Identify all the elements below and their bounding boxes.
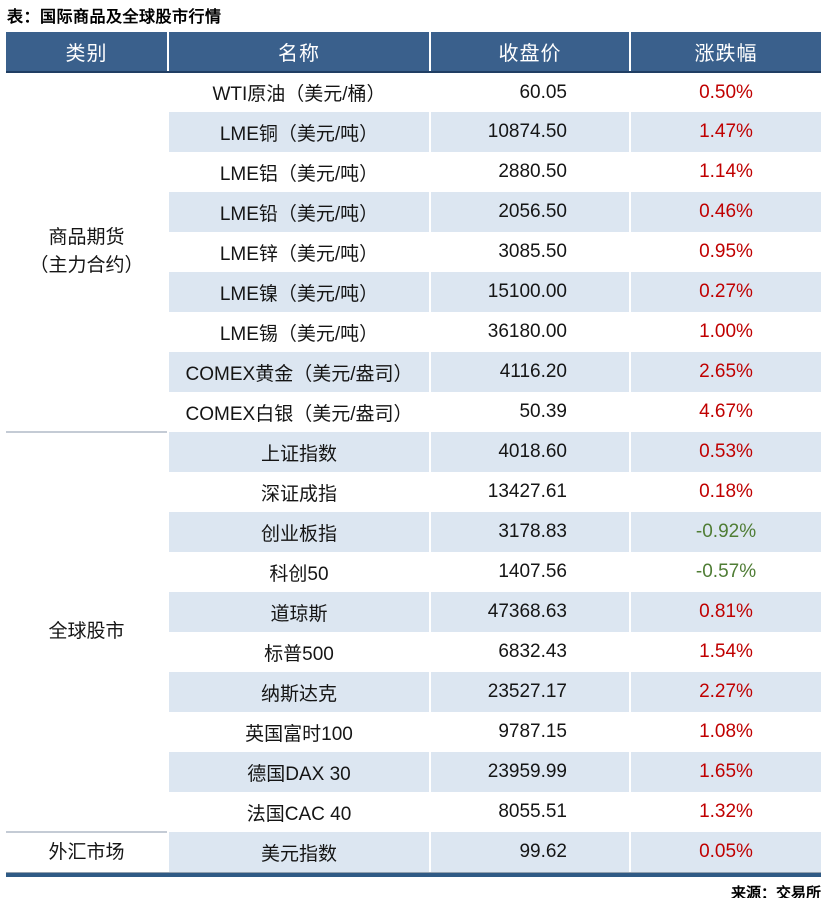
name-cell: WTI原油（美元/桶） xyxy=(168,72,431,112)
table-row: LME铅（美元/吨） 2056.50 0.46% xyxy=(6,192,821,232)
table-bottom-border xyxy=(6,872,821,877)
table-row: 外汇市场 美元指数 99.62 0.05% xyxy=(6,831,821,872)
change-pct-cell: 0.18% xyxy=(630,472,821,512)
change-pct-cell: 2.65% xyxy=(630,352,821,392)
close-price-cell: 99.62 xyxy=(430,832,631,872)
table-row: 标普500 6832.43 1.54% xyxy=(6,632,821,672)
change-pct-cell: 0.50% xyxy=(630,72,821,112)
header-category: 类别 xyxy=(6,32,169,73)
table-body: 商品期货 （主力合约） WTI原油（美元/桶） 60.05 0.50% LME铜（美元/吨… xyxy=(6,72,821,872)
table-row: 纳斯达克 23527.17 2.27% xyxy=(6,672,821,712)
close-price-cell: 23527.17 xyxy=(430,672,631,712)
change-pct-cell: 0.05% xyxy=(630,832,821,872)
close-price-cell: 6832.43 xyxy=(430,632,631,672)
table-row: LME铜（美元/吨） 10874.50 1.47% xyxy=(6,112,821,152)
table-row: COMEX白银（美元/盎司） 50.39 4.67% xyxy=(6,392,821,432)
close-price-cell: 4116.20 xyxy=(430,352,631,392)
name-cell: LME镍（美元/吨） xyxy=(168,272,431,312)
table-row: 科创50 1407.56 -0.57% xyxy=(6,552,821,592)
header-row: 类别 名称 收盘价 涨跌幅 xyxy=(6,32,821,73)
name-cell: 纳斯达克 xyxy=(168,672,431,712)
table-row: 商品期货 （主力合约） WTI原油（美元/桶） 60.05 0.50% xyxy=(6,72,821,432)
change-pct-cell: 1.65% xyxy=(630,752,821,792)
close-price-cell: 9787.15 xyxy=(430,712,631,752)
table-row: 创业板指 3178.83 -0.92% xyxy=(6,512,821,552)
close-price-cell: 2056.50 xyxy=(430,192,631,232)
close-price-cell: 50.39 xyxy=(430,392,631,432)
change-pct-cell: 0.53% xyxy=(630,432,821,472)
category-cell: 商品期货 （主力合约） xyxy=(6,72,169,432)
change-pct-cell: 1.32% xyxy=(630,792,821,832)
name-cell: LME铅（美元/吨） xyxy=(168,192,431,232)
close-price-cell: 15100.00 xyxy=(430,272,631,312)
close-price-cell: 3085.50 xyxy=(430,232,631,272)
name-cell: LME锡（美元/吨） xyxy=(168,312,431,352)
name-cell: 德国DAX 30 xyxy=(168,752,431,792)
name-cell: COMEX白银（美元/盎司） xyxy=(168,392,431,432)
change-pct-cell: 1.54% xyxy=(630,632,821,672)
table-row: 德国DAX 30 23959.99 1.65% xyxy=(6,752,821,792)
market-table: 类别 名称 收盘价 涨跌幅 商品期货 （主力合约） WTI原油（美元/桶） 60.05… xyxy=(6,32,821,872)
category-cell: 全球股市 xyxy=(6,431,169,832)
name-cell: LME锌（美元/吨） xyxy=(168,232,431,272)
table-row: 深证成指 13427.61 0.18% xyxy=(6,472,821,512)
change-pct-cell: 0.46% xyxy=(630,192,821,232)
change-pct-cell: 4.67% xyxy=(630,392,821,432)
category-cell: 外汇市场 xyxy=(6,831,169,872)
table-row: LME锌（美元/吨） 3085.50 0.95% xyxy=(6,232,821,272)
table-row: LME铝（美元/吨） 2880.50 1.14% xyxy=(6,152,821,192)
change-pct-cell: 2.27% xyxy=(630,672,821,712)
table-row: COMEX黄金（美元/盎司） 4116.20 2.65% xyxy=(6,352,821,392)
close-price-cell: 13427.61 xyxy=(430,472,631,512)
table-row: 道琼斯 47368.63 0.81% xyxy=(6,592,821,632)
change-pct-cell: 1.14% xyxy=(630,152,821,192)
change-pct-cell: -0.57% xyxy=(630,552,821,592)
close-price-cell: 23959.99 xyxy=(430,752,631,792)
name-cell: 科创50 xyxy=(168,552,431,592)
page-title: 表：国际商品及全球股市行情 xyxy=(7,9,222,26)
name-cell: 上证指数 xyxy=(168,432,431,472)
close-price-cell: 36180.00 xyxy=(430,312,631,352)
name-cell: 美元指数 xyxy=(168,832,431,872)
change-pct-cell: 0.81% xyxy=(630,592,821,632)
name-cell: LME铜（美元/吨） xyxy=(168,112,431,152)
close-price-cell: 2880.50 xyxy=(430,152,631,192)
change-pct-cell: 1.47% xyxy=(630,112,821,152)
close-price-cell: 8055.51 xyxy=(430,792,631,832)
table-header: 类别 名称 收盘价 涨跌幅 xyxy=(6,32,821,73)
name-cell: LME铝（美元/吨） xyxy=(168,152,431,192)
change-pct-cell: 1.08% xyxy=(630,712,821,752)
change-pct-cell: 1.00% xyxy=(630,312,821,352)
close-price-cell: 1407.56 xyxy=(430,552,631,592)
table-row: 全球股市 上证指数 4018.60 0.53% xyxy=(6,431,821,832)
name-cell: 深证成指 xyxy=(168,472,431,512)
close-price-cell: 10874.50 xyxy=(430,112,631,152)
table-row: 法国CAC 40 8055.51 1.32% xyxy=(6,792,821,832)
name-cell: COMEX黄金（美元/盎司） xyxy=(168,352,431,392)
table-row: LME锡（美元/吨） 36180.00 1.00% xyxy=(6,312,821,352)
change-pct-cell: 0.27% xyxy=(630,272,821,312)
close-price-cell: 4018.60 xyxy=(430,432,631,472)
close-price-cell: 60.05 xyxy=(430,72,631,112)
close-price-cell: 3178.83 xyxy=(430,512,631,552)
header-name: 名称 xyxy=(168,32,431,73)
name-cell: 标普500 xyxy=(168,632,431,672)
table-row: LME镍（美元/吨） 15100.00 0.27% xyxy=(6,272,821,312)
change-pct-cell: -0.92% xyxy=(630,512,821,552)
close-price-cell: 47368.63 xyxy=(430,592,631,632)
change-pct-cell: 0.95% xyxy=(630,232,821,272)
header-change-pct: 涨跌幅 xyxy=(630,32,821,73)
name-cell: 创业板指 xyxy=(168,512,431,552)
name-cell: 法国CAC 40 xyxy=(168,792,431,832)
source-note: 来源：交易所 xyxy=(730,885,821,898)
name-cell: 道琼斯 xyxy=(168,592,431,632)
header-close-price: 收盘价 xyxy=(430,32,631,73)
name-cell: 英国富时100 xyxy=(168,712,431,752)
table-row: 英国富时100 9787.15 1.08% xyxy=(6,712,821,752)
